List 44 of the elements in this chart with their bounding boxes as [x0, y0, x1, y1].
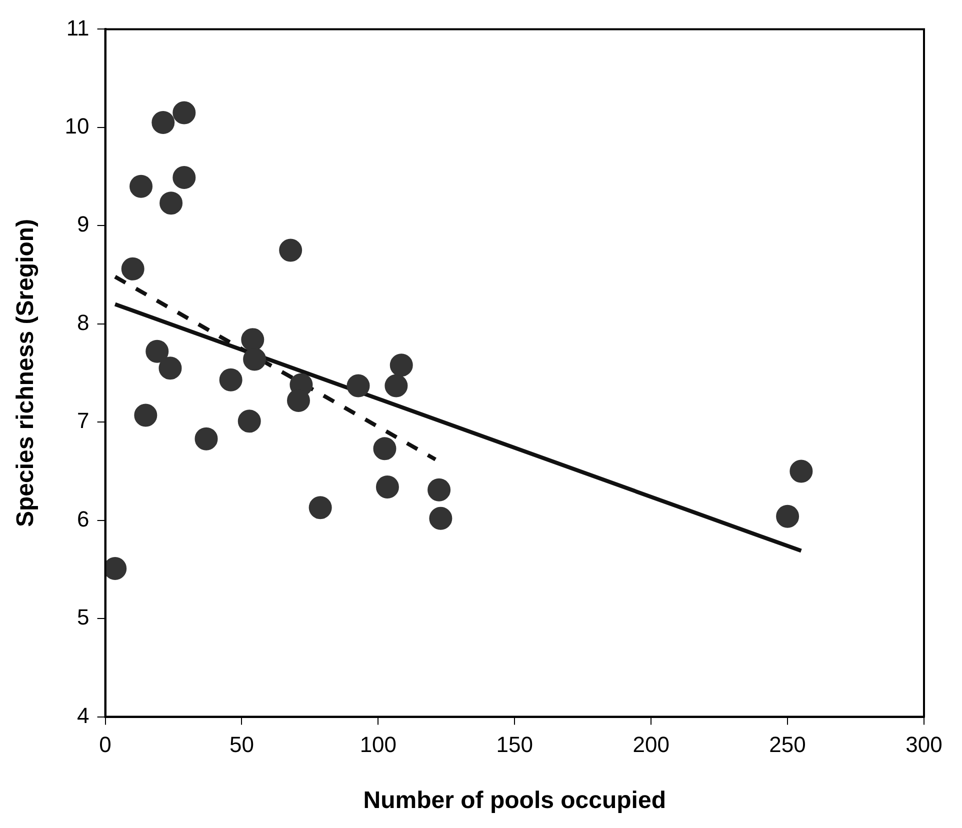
x-tick-label: 0 [99, 732, 112, 758]
point [384, 374, 408, 398]
y-tick-label: 4 [77, 702, 90, 728]
point [346, 374, 370, 398]
point [428, 478, 451, 502]
x-tick-label: 150 [496, 732, 533, 758]
y-axis-title: Species richness (Sregion) [12, 218, 40, 528]
x-tick-label: 250 [769, 732, 806, 758]
point [776, 504, 800, 528]
y-tick-label: 6 [77, 506, 90, 532]
point [146, 340, 169, 363]
x-tick-label: 50 [229, 732, 254, 758]
point [373, 437, 396, 460]
point [121, 257, 144, 280]
x-axis-title: Number of pools occupied [363, 787, 666, 814]
point [130, 174, 153, 198]
point [238, 410, 261, 433]
point [308, 496, 332, 520]
x-tick-label: 100 [360, 732, 397, 758]
x-tick-label: 200 [632, 732, 670, 758]
point [172, 166, 196, 190]
point [219, 368, 242, 392]
point [429, 506, 452, 530]
x-tick-label: 300 [906, 732, 942, 758]
point [105, 556, 127, 580]
point [194, 427, 218, 450]
point [152, 111, 175, 134]
y-tick-label: 11 [66, 15, 90, 40]
point [279, 238, 302, 262]
point [134, 404, 158, 427]
y-tick-label: 8 [77, 310, 90, 335]
point [376, 475, 399, 498]
point [790, 460, 813, 483]
point [172, 101, 196, 124]
point [286, 389, 310, 412]
y-tick-label: 5 [77, 604, 90, 630]
point [390, 354, 413, 377]
point [158, 356, 182, 380]
y-tick-label: 10 [64, 113, 90, 138]
y-tick-label: 9 [77, 212, 90, 237]
point [243, 348, 266, 371]
y-tick-label: 7 [77, 408, 90, 434]
point [241, 328, 264, 352]
point [160, 192, 183, 215]
